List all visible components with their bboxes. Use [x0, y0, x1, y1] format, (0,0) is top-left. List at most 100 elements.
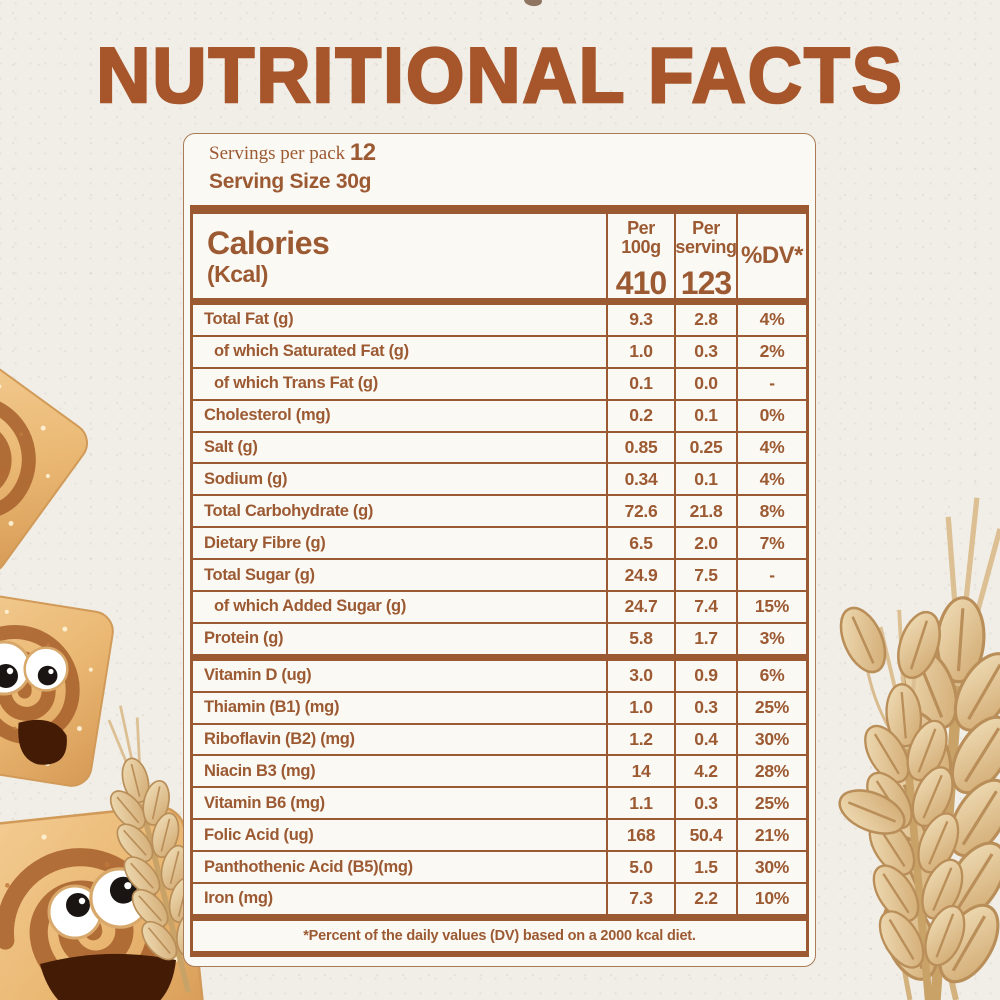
per-serving-header: Per serving 123	[674, 214, 737, 301]
nutrient-label: Iron (mg)	[204, 889, 273, 908]
table-row: Total Fat (g) 9.3 2.8 4%	[193, 305, 806, 335]
table-row: Total Sugar (g) 24.9 7.5-	[193, 558, 806, 591]
table-row: Riboflavin (B2) (mg) 1.2 0.4 30%	[193, 722, 806, 755]
dv-value: 15%	[736, 592, 806, 622]
per-100g-value: 1.1	[606, 788, 674, 819]
dv-value: 6%	[736, 660, 806, 691]
nutrition-panel: Servings per pack 12 Serving Size 30g Ca…	[183, 133, 816, 967]
calories-header-cell: Calories (Kcal)	[193, 214, 606, 298]
paper-smudge-icon	[523, 0, 543, 8]
per-100g-value: 1.0	[606, 336, 674, 367]
googly-eye-icon	[0, 640, 32, 696]
per-100g-value: 7.3	[606, 884, 674, 914]
nutrient-label: Niacin B3 (mg)	[204, 761, 316, 780]
nutrient-label: Folic Acid (ug)	[204, 825, 314, 844]
per-100g-value: 72.6	[606, 496, 674, 527]
per-serving-header-line1: Per	[692, 218, 720, 238]
per-100g-value: 5.8	[606, 623, 674, 654]
dv-value: 4%	[736, 432, 806, 463]
wheat-grain-icon	[830, 600, 896, 680]
dv-value: 3%	[736, 623, 806, 654]
nutrient-label: Total Fat (g)	[204, 310, 294, 329]
nutrient-label: Sodium (g)	[204, 469, 288, 488]
per-100g-calories-value: 410	[615, 264, 667, 301]
mouth-icon	[18, 719, 67, 765]
per-100g-value: 168	[606, 820, 674, 851]
nutrient-label: Total Sugar (g)	[204, 565, 315, 584]
table-row: Iron (mg) 7.3 2.2 10%	[193, 882, 806, 914]
dv-header: %DV*	[736, 214, 806, 298]
per-100g-value: 0.34	[606, 464, 674, 495]
table-row: Cholesterol (mg) 0.2 0.1 0%	[193, 398, 806, 431]
per-serving-calories-value: 123	[680, 264, 732, 301]
table-row: Niacin B3 (mg) 14 4.2 28%	[193, 754, 806, 787]
per-100g-header-line1: Per	[627, 218, 655, 238]
dv-value: 8%	[736, 496, 806, 527]
table-row: of which Added Sugar (g) 24.7 7.4 15%	[193, 590, 806, 622]
per-100g-header-line2: 100g	[621, 236, 661, 257]
nutrient-label: Protein (g)	[204, 629, 284, 648]
wheat-grain-icon	[832, 780, 912, 844]
dv-value: 25%	[736, 692, 806, 723]
nutrient-rows: Total Fat (g) 9.3 2.8 4% of which Saturated …	[193, 305, 806, 914]
per-100g-value: 3.0	[606, 660, 674, 691]
table-row: of which Trans Fat (g) 0.1 0.0-	[193, 366, 806, 399]
table-row: Folic Acid (ug) 168 50.4 21%	[193, 818, 806, 851]
dv-value: 30%	[736, 724, 806, 755]
per-serving-value: 1.5	[674, 852, 736, 883]
per-serving-value: 0.4	[674, 724, 736, 755]
googly-eye-icon	[89, 867, 151, 929]
calories-label: Calories	[207, 224, 330, 261]
per-100g-value: 5.0	[606, 852, 674, 883]
per-serving-value: 0.25	[674, 432, 736, 463]
per-serving-value: 0.3	[674, 788, 736, 819]
dv-value: -	[736, 560, 806, 591]
wheat-grain-icon	[889, 605, 949, 685]
dv-value: 10%	[736, 884, 806, 914]
table-row: Vitamin D (ug) 3.0 0.9 6%	[193, 653, 806, 691]
table-row: Dietary Fibre (g) 6.5 2.0 7%	[193, 526, 806, 559]
dv-value: 2%	[736, 336, 806, 367]
googly-eye-icon	[23, 646, 69, 692]
nutrient-label: of which Saturated Fat (g)	[214, 342, 409, 361]
per-100g-header: Per 100g 410	[606, 214, 674, 301]
table-row: of which Saturated Fat (g) 1.0 0.3 2%	[193, 334, 806, 367]
per-serving-value: 0.9	[674, 660, 736, 691]
dv-value: 0%	[736, 400, 806, 431]
nutrient-label: Panthothenic Acid (B5)(mg)	[204, 857, 413, 876]
per-100g-value: 6.5	[606, 528, 674, 559]
cereal-character-icon	[0, 804, 206, 1000]
per-serving-value: 2.0	[674, 528, 736, 559]
per-100g-value: 0.2	[606, 400, 674, 431]
per-100g-value: 24.9	[606, 560, 674, 591]
per-serving-header-line2: serving	[675, 236, 737, 257]
servings-per-pack-label: Servings per pack	[209, 143, 346, 164]
nutrition-table: Calories (Kcal) Per 100g 410 Per serving…	[190, 205, 809, 957]
mouth-icon	[40, 953, 176, 1000]
per-100g-value: 24.7	[606, 592, 674, 622]
per-serving-value: 4.2	[674, 756, 736, 787]
per-serving-value: 1.7	[674, 623, 736, 654]
nutrient-label: Salt (g)	[204, 438, 258, 456]
dv-value: 7%	[736, 528, 806, 559]
dv-value: 25%	[736, 788, 806, 819]
cereal-square-icon	[0, 335, 95, 581]
per-serving-value: 0.3	[674, 692, 736, 723]
nutrient-label: of which Added Sugar (g)	[214, 597, 407, 616]
footnote: *Percent of the daily values (DV) based …	[193, 914, 806, 951]
serving-size: Serving Size 30g	[209, 170, 372, 193]
servings-info: Servings per pack 12 Serving Size 30g	[209, 139, 376, 194]
per-serving-value: 7.5	[674, 560, 736, 591]
per-100g-value: 14	[606, 756, 674, 787]
calories-unit: (Kcal)	[207, 260, 268, 287]
dv-value: 21%	[736, 820, 806, 851]
nutrient-label: of which Trans Fat (g)	[214, 374, 378, 393]
per-serving-value: 50.4	[674, 820, 736, 851]
table-row: Panthothenic Acid (B5)(mg) 5.0 1.5 30%	[193, 850, 806, 883]
nutrient-label: Total Carbohydrate (g)	[204, 501, 374, 520]
per-serving-value: 0.3	[674, 336, 736, 367]
table-header: Calories (Kcal) Per 100g 410 Per serving…	[193, 205, 806, 305]
table-row: Sodium (g) 0.34 0.1 4%	[193, 462, 806, 495]
per-serving-value: 2.8	[674, 305, 736, 335]
